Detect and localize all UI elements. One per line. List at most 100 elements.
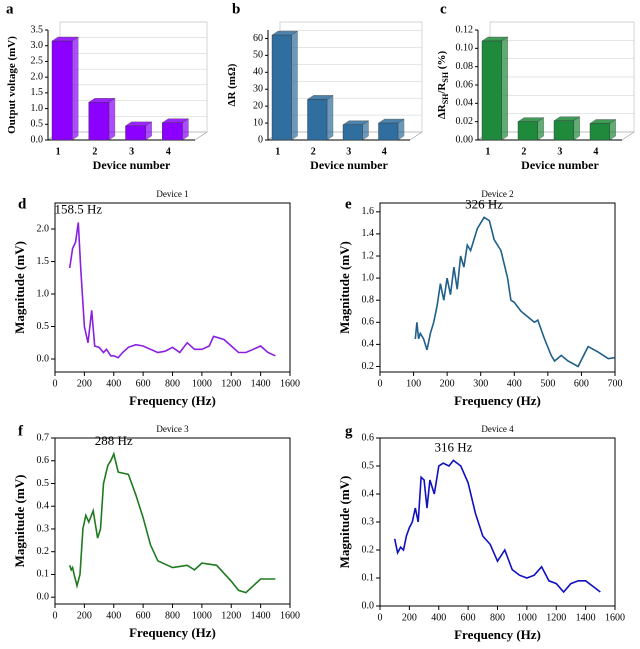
x-tick-label: 1000 bbox=[517, 612, 537, 623]
y-tick-label: 0.5 bbox=[37, 321, 50, 332]
x-tick-label: 0 bbox=[53, 610, 58, 621]
x-tick-label: 200 bbox=[440, 378, 455, 389]
y-tick-label: 20 bbox=[253, 100, 263, 111]
y-tick-label: 0.0 bbox=[37, 353, 50, 364]
line bbox=[393, 459, 601, 594]
annotation: 316 Hz bbox=[434, 439, 472, 454]
line bbox=[414, 216, 616, 368]
chart-title: Device 2 bbox=[481, 189, 513, 199]
bar-side bbox=[326, 95, 334, 141]
y-tick-label: 0.1 bbox=[362, 572, 375, 583]
bar bbox=[378, 122, 399, 141]
x-tick-label: 200 bbox=[402, 612, 417, 623]
x-tick-label: 4 bbox=[166, 146, 171, 157]
y-tick-label: 0.6 bbox=[37, 455, 50, 466]
y-tick-label: 3.0 bbox=[31, 40, 44, 51]
bar bbox=[481, 40, 502, 141]
x-axis-label: Frequency (Hz) bbox=[129, 625, 216, 640]
bar bbox=[553, 120, 574, 141]
x-tick-label: 1000 bbox=[192, 378, 212, 389]
x-tick-label: 1 bbox=[485, 146, 490, 157]
x-tick-label: 1400 bbox=[251, 378, 271, 389]
bar bbox=[517, 121, 538, 141]
x-tick-label: 0 bbox=[53, 378, 58, 389]
x-tick-label: 2 bbox=[92, 146, 97, 157]
y-tick-label: 1.0 bbox=[362, 272, 375, 283]
bar bbox=[342, 124, 363, 141]
y-tick-label: 0.5 bbox=[362, 460, 375, 471]
y-axis-label-part: /R bbox=[436, 82, 448, 95]
y-tick-label: 0.5 bbox=[37, 478, 50, 489]
x-tick-label: 4 bbox=[593, 146, 598, 157]
x-tick-label: 600 bbox=[461, 612, 476, 623]
x-tick-label: 2 bbox=[311, 146, 316, 157]
chart-title: Device 1 bbox=[156, 189, 188, 199]
y-tick-label: 0.3 bbox=[362, 516, 375, 527]
x-tick-label: 600 bbox=[136, 610, 151, 621]
x-tick-label: 100 bbox=[406, 378, 421, 389]
x-tick-label: 400 bbox=[431, 612, 446, 623]
annotation: 158.5 Hz bbox=[54, 201, 102, 216]
x-axis-label: Frequency (Hz) bbox=[454, 627, 541, 642]
x-tick-label: 1600 bbox=[605, 612, 625, 623]
x-tick-label: 300 bbox=[473, 378, 488, 389]
x-axis-label: Frequency (Hz) bbox=[129, 393, 216, 408]
x-tick-label: 800 bbox=[490, 612, 505, 623]
y-axis-label: Output voltage (mV) bbox=[6, 36, 18, 134]
y-axis-label-part: ΔR bbox=[436, 103, 448, 119]
x-tick-label: 1200 bbox=[546, 612, 566, 623]
y-tick-label: 0.6 bbox=[362, 317, 375, 328]
x-tick-label: 1600 bbox=[280, 378, 300, 389]
bar-side bbox=[72, 36, 79, 141]
y-tick-label: 0.06 bbox=[456, 79, 474, 90]
y-tick-label: 1.4 bbox=[362, 228, 375, 239]
y-tick-label: 1.0 bbox=[31, 103, 44, 114]
x-tick-label: 1400 bbox=[576, 612, 596, 623]
chart-title: Device 3 bbox=[156, 424, 189, 434]
bar bbox=[162, 122, 183, 141]
bar-side bbox=[537, 117, 544, 141]
x-tick-label: 1000 bbox=[192, 610, 212, 621]
y-tick-label: 0.2 bbox=[362, 544, 375, 555]
bar-side bbox=[573, 116, 580, 141]
back-panel bbox=[279, 21, 423, 133]
bar bbox=[589, 123, 610, 141]
y-axis-label: ΔR (mΩ) bbox=[226, 63, 238, 106]
panel-label: a bbox=[6, 1, 14, 17]
x-tick-label: 400 bbox=[507, 378, 522, 389]
y-tick-label: 0 bbox=[258, 134, 263, 145]
x-tick-label: 1200 bbox=[221, 378, 241, 389]
x-axis-label: Device number bbox=[521, 158, 599, 172]
y-tick-label: 0.0 bbox=[37, 591, 50, 602]
y-tick-label: 0.6 bbox=[362, 432, 375, 443]
x-tick-label: 500 bbox=[540, 378, 555, 389]
y-axis-label-part: Magnitude (mV) bbox=[12, 475, 27, 568]
x-tick-label: 700 bbox=[608, 378, 623, 389]
panel-label: d bbox=[18, 196, 27, 212]
plot-frame bbox=[379, 202, 616, 373]
y-axis-label: Magnitude (mV) bbox=[12, 475, 27, 568]
x-tick-label: 3 bbox=[557, 146, 562, 157]
x-axis-label: Device number bbox=[93, 158, 171, 172]
x-tick-label: 1600 bbox=[280, 610, 300, 621]
chart-title: Device 4 bbox=[481, 424, 514, 434]
y-tick-label: 0.0 bbox=[362, 600, 375, 611]
x-tick-label: 600 bbox=[574, 378, 589, 389]
y-tick-label: 0.3 bbox=[37, 523, 50, 534]
y-tick-label: 30 bbox=[253, 84, 263, 95]
bar-side bbox=[501, 36, 508, 141]
y-tick-label: 2.5 bbox=[31, 56, 44, 67]
y-tick-label: 40 bbox=[253, 67, 263, 78]
y-axis-label-part: ΔR (mΩ) bbox=[226, 63, 238, 106]
y-tick-label: 2.0 bbox=[37, 223, 50, 234]
y-tick-label: 2.0 bbox=[31, 71, 44, 82]
line bbox=[68, 451, 276, 594]
y-tick-label: 0.10 bbox=[456, 43, 474, 54]
back-panel bbox=[59, 21, 208, 133]
y-axis-label-part: Magnitude (mV) bbox=[12, 241, 27, 334]
y-tick-label: 1.5 bbox=[31, 87, 44, 98]
y-tick-label: 0.7 bbox=[37, 432, 50, 443]
y-tick-label: 0.4 bbox=[362, 488, 375, 499]
bar bbox=[88, 102, 110, 141]
y-axis-label-part: SH bbox=[441, 71, 450, 82]
